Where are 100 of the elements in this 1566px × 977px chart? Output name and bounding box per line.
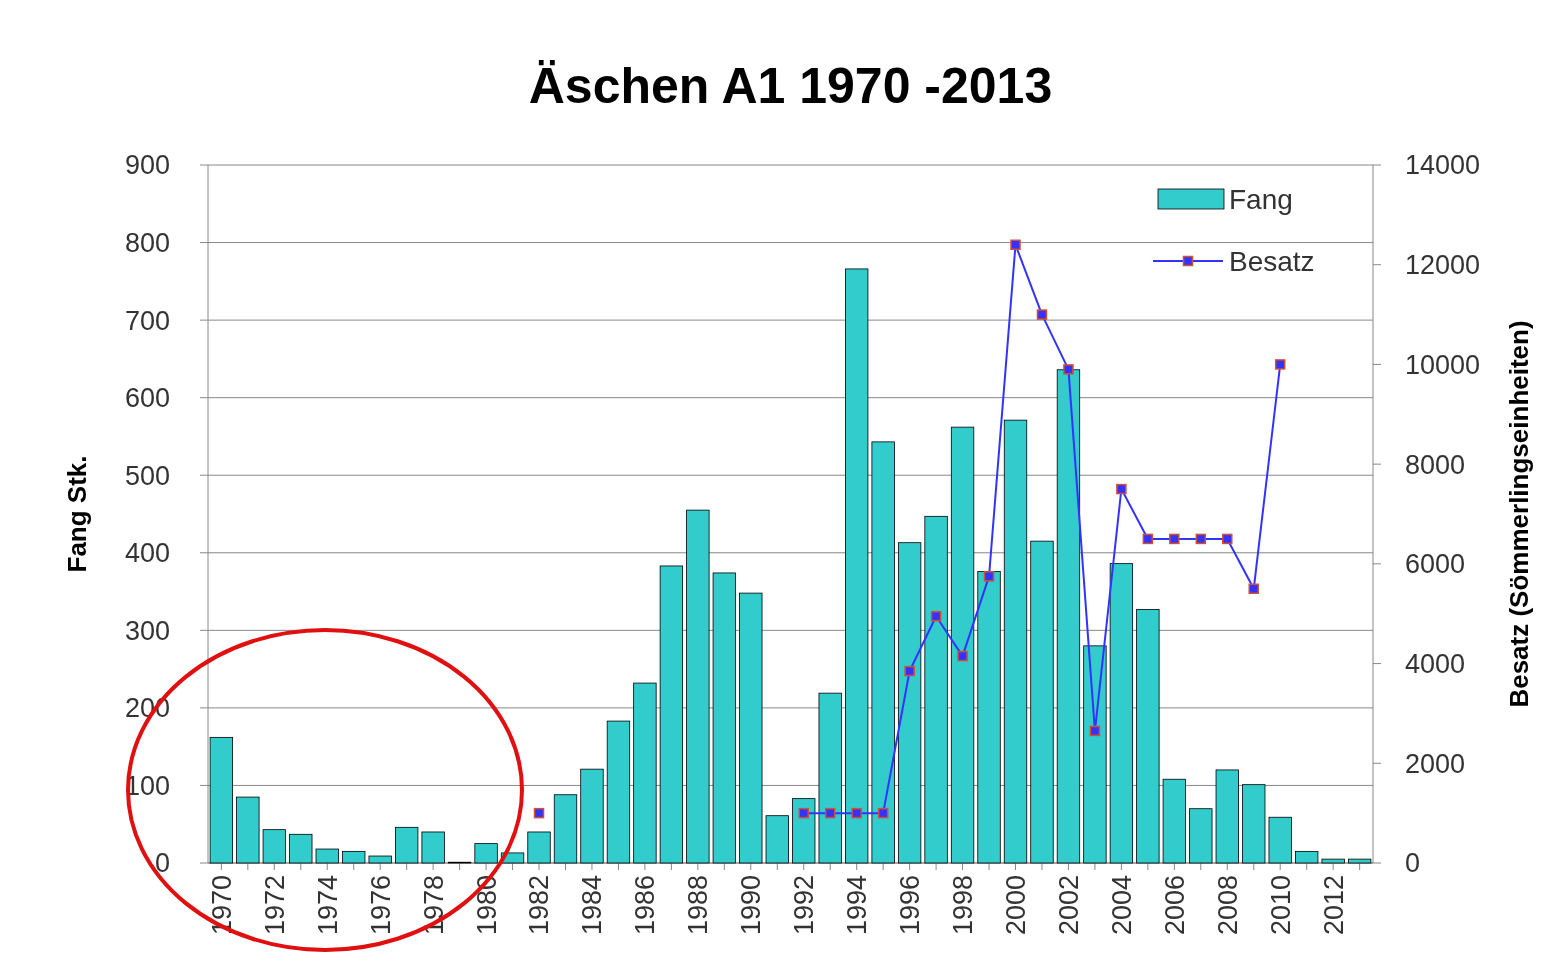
point — [1169, 533, 1180, 545]
x-tick-label: 1972 — [259, 875, 290, 936]
bar — [1083, 645, 1107, 864]
point — [1195, 533, 1207, 545]
y-tick-label: 700 — [124, 305, 170, 336]
point — [1222, 533, 1233, 545]
bar — [712, 572, 736, 864]
y2-tick-label: 4000 — [1405, 649, 1466, 680]
x-tick-label: 1980 — [471, 875, 502, 936]
bar — [1215, 769, 1239, 864]
y2-tick-label: 0 — [1405, 848, 1421, 879]
x-tick-label: 1986 — [630, 875, 661, 936]
y-tick-label: 300 — [124, 615, 170, 646]
bar — [818, 692, 842, 864]
point — [983, 571, 995, 582]
point — [1116, 483, 1127, 495]
legend-label: Fang — [1229, 183, 1293, 215]
bar — [659, 565, 684, 864]
x-tick-label: 1996 — [895, 875, 926, 936]
bar — [474, 843, 498, 864]
bar — [289, 833, 313, 864]
x-tick-label: 2012 — [1318, 875, 1349, 936]
bar — [977, 570, 1001, 864]
bar — [1056, 369, 1081, 864]
x-tick-label: 2002 — [1053, 875, 1084, 936]
point — [1036, 309, 1048, 320]
bar — [1003, 419, 1028, 864]
bar — [897, 542, 922, 864]
bar — [315, 848, 339, 864]
point — [877, 807, 889, 819]
point — [1274, 359, 1286, 370]
point — [533, 807, 545, 819]
point — [957, 650, 968, 662]
bar — [395, 826, 419, 864]
point — [1142, 533, 1154, 545]
x-tick-label: 2010 — [1265, 875, 1296, 936]
y2-axis-title: Besatz (Sömmerlingseinheiten) — [1504, 320, 1534, 708]
bar — [209, 736, 234, 864]
point — [1089, 725, 1101, 737]
chart-title: Äschen A1 1970 -2013 — [528, 58, 1053, 114]
bar — [1109, 563, 1134, 864]
point — [851, 807, 862, 819]
x-tick-label: 1976 — [365, 875, 396, 936]
bar — [1321, 858, 1345, 864]
y-tick-label: 400 — [124, 538, 170, 569]
y2-tick-label: 10000 — [1405, 349, 1481, 380]
y-tick-label: 800 — [124, 228, 170, 259]
bar — [1242, 784, 1266, 864]
y-tick-label: 900 — [124, 150, 170, 181]
y2-tick-label: 12000 — [1405, 250, 1481, 281]
y-tick-label: 100 — [124, 770, 170, 801]
x-tick-label: 1998 — [948, 875, 979, 936]
x-tick-label: 1988 — [683, 875, 714, 936]
point — [1248, 583, 1259, 595]
bar — [633, 682, 657, 864]
bar — [580, 768, 604, 864]
point — [930, 610, 942, 622]
x-tick-label: 2000 — [1000, 875, 1031, 936]
bar — [765, 815, 789, 864]
bar — [342, 850, 366, 864]
x-tick-label: 1984 — [577, 875, 608, 936]
bar — [368, 855, 392, 864]
y2-tick-label: 2000 — [1405, 748, 1466, 779]
x-tick-label: 1982 — [524, 875, 555, 936]
y2-tick-label: 8000 — [1405, 449, 1466, 480]
point — [824, 807, 836, 819]
x-tick-label: 2006 — [1159, 875, 1190, 936]
bar — [950, 426, 975, 864]
bar — [421, 831, 445, 864]
bar — [527, 831, 551, 864]
bar — [1347, 858, 1372, 864]
y-axis-title: Fang Stk. — [62, 455, 92, 573]
bar — [792, 798, 816, 864]
x-tick-label: 1992 — [789, 875, 820, 936]
bar — [236, 796, 260, 864]
y-tick-label: 500 — [124, 460, 170, 491]
bar — [1162, 778, 1186, 864]
bar — [262, 829, 286, 864]
x-tick-label: 1990 — [736, 875, 767, 936]
x-tick-label: 2004 — [1106, 875, 1137, 936]
bar — [845, 268, 869, 864]
point — [904, 665, 915, 677]
bar — [871, 441, 895, 864]
bar — [606, 720, 631, 864]
bar — [553, 794, 578, 864]
point — [1010, 239, 1021, 251]
point — [798, 807, 809, 819]
bar — [1030, 540, 1054, 864]
x-tick-label: 1978 — [418, 875, 449, 936]
y2-tick-label: 6000 — [1405, 549, 1466, 580]
bar — [686, 509, 710, 864]
point — [1063, 364, 1074, 375]
bar — [739, 592, 763, 864]
x-tick-label: 1974 — [312, 875, 343, 936]
y-tick-label: 600 — [124, 383, 170, 414]
bar — [1295, 850, 1319, 864]
bar — [924, 515, 948, 864]
x-tick-label: 2008 — [1212, 875, 1243, 936]
y2-tick-label: 14000 — [1405, 150, 1481, 181]
bar — [1268, 816, 1292, 864]
